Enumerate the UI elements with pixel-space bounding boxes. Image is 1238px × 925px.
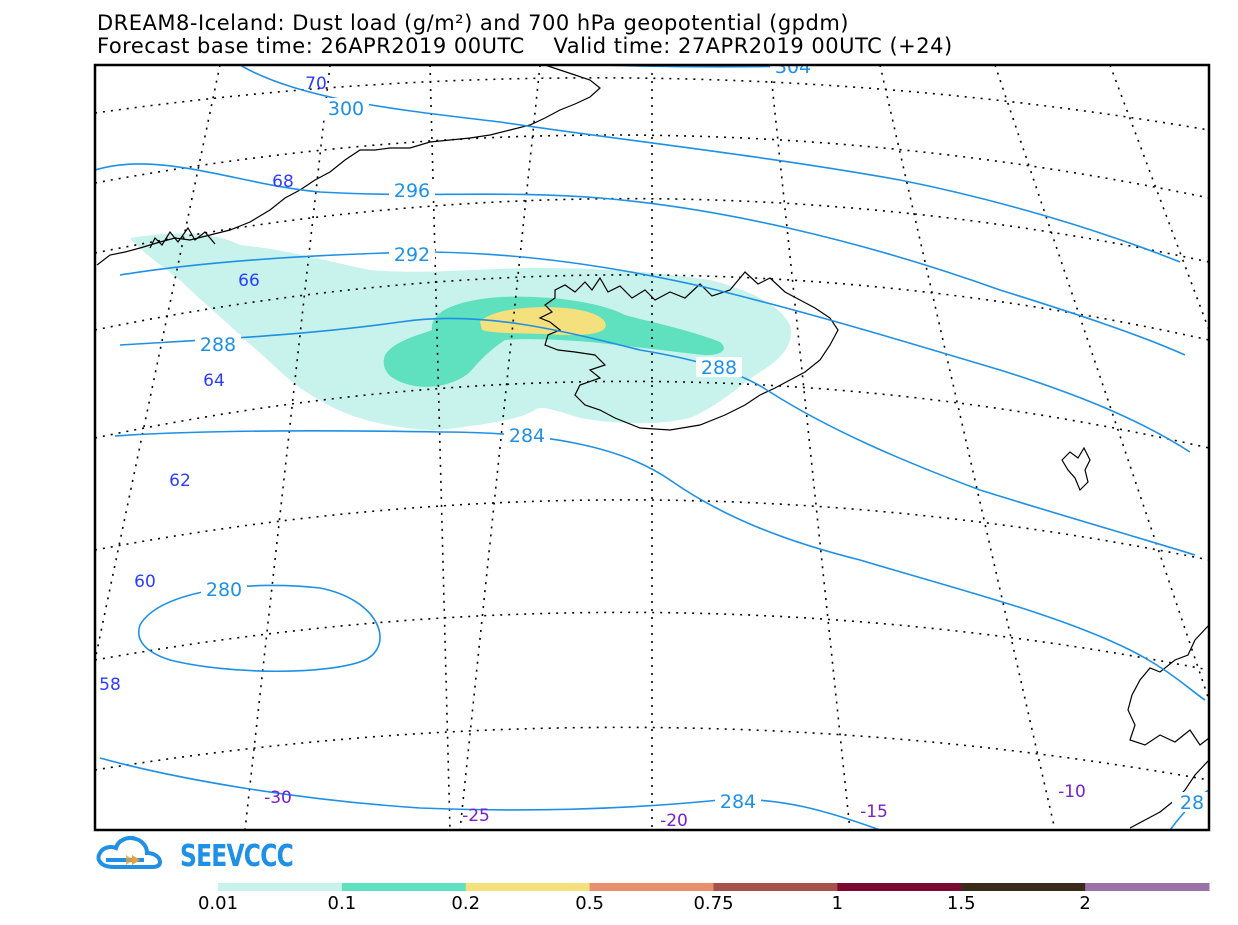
norway-coast bbox=[1127, 624, 1209, 746]
coastlines bbox=[96, 65, 1209, 829]
dust-shading bbox=[130, 233, 791, 430]
lat-label-70: 70 bbox=[305, 74, 327, 94]
contour-label-284: 284 bbox=[509, 425, 545, 447]
cloud-arrow-icon bbox=[96, 836, 163, 869]
graticule bbox=[95, 65, 1209, 830]
contour-label-300: 300 bbox=[328, 98, 364, 120]
contour-296 bbox=[95, 163, 1186, 356]
contour-280 bbox=[138, 584, 381, 672]
contour-label-296: 296 bbox=[394, 180, 430, 202]
title-line-1: DREAM8-Iceland: Dust load (g/m²) and 700… bbox=[97, 11, 849, 35]
geopotential-contours bbox=[95, 65, 1209, 830]
lon-label-minus15: -15 bbox=[860, 802, 888, 822]
iceland-coast bbox=[538, 271, 839, 431]
map-frame bbox=[93, 63, 1211, 832]
contour-label-304: 304 bbox=[775, 56, 811, 78]
contour-292 bbox=[119, 251, 1191, 453]
faroe-coast bbox=[1061, 446, 1091, 492]
lon-label-minus20: -20 bbox=[660, 811, 688, 831]
contour-label-292: 292 bbox=[394, 244, 430, 266]
title-line-2: Forecast base time: 26APR2019 00UTC Vali… bbox=[97, 34, 953, 58]
contour-label-284-south: 284 bbox=[720, 791, 756, 813]
contour-284-south bbox=[99, 757, 881, 830]
logo-text: SEEVCCC bbox=[180, 839, 293, 873]
contour-300 bbox=[239, 65, 1181, 263]
lat-label-64: 64 bbox=[203, 371, 225, 391]
seevccc-logo: SEEVCCC bbox=[96, 836, 294, 873]
greenland-coast bbox=[96, 65, 601, 266]
lon-label-minus25: -25 bbox=[462, 806, 490, 826]
lat-label-62: 62 bbox=[169, 471, 191, 491]
lat-label-66: 66 bbox=[238, 271, 260, 291]
contour-label-28: 28 bbox=[1180, 792, 1204, 814]
lon-label-minus30: -30 bbox=[264, 788, 292, 808]
dust-area-high bbox=[480, 307, 606, 336]
contour-label-288: 288 bbox=[200, 334, 236, 356]
lat-label-68: 68 bbox=[272, 172, 294, 192]
contour-284 bbox=[114, 430, 1206, 701]
contour-label-280: 280 bbox=[206, 579, 242, 601]
contour-label-288-east: 288 bbox=[701, 357, 737, 379]
lat-label-58: 58 bbox=[99, 675, 121, 695]
lon-label-minus10: -10 bbox=[1058, 782, 1086, 802]
lat-label-60: 60 bbox=[134, 572, 156, 592]
